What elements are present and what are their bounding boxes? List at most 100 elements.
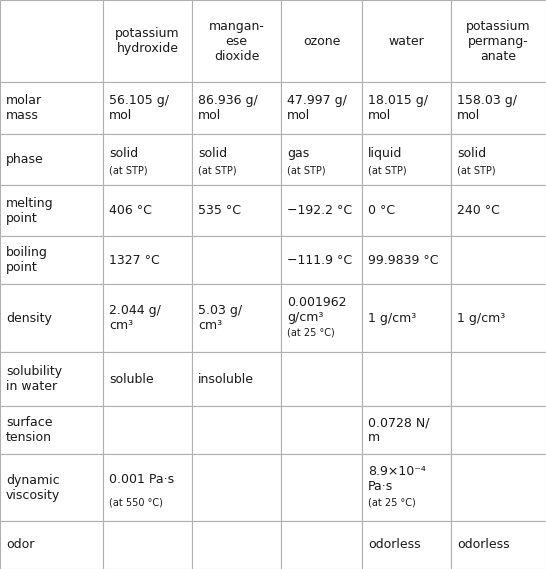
Bar xyxy=(0,406,103,454)
Bar xyxy=(362,352,451,406)
Text: 240 °C: 240 °C xyxy=(457,204,500,217)
Text: 47.997 g/
mol: 47.997 g/ mol xyxy=(287,94,347,122)
Bar xyxy=(451,82,546,134)
Text: 8.9×10⁻⁴
Pa·s: 8.9×10⁻⁴ Pa·s xyxy=(368,465,426,493)
Bar xyxy=(192,134,281,185)
Text: 535 °C: 535 °C xyxy=(198,204,241,217)
Bar xyxy=(192,284,281,352)
Text: (at STP): (at STP) xyxy=(457,166,496,176)
Text: (at 550 °C): (at 550 °C) xyxy=(109,497,163,507)
Bar xyxy=(362,284,451,352)
Text: odorless: odorless xyxy=(368,538,420,551)
Bar xyxy=(451,352,546,406)
Text: potassium
hydroxide: potassium hydroxide xyxy=(115,27,180,55)
Bar xyxy=(362,134,451,185)
Text: boiling
point: boiling point xyxy=(6,246,48,274)
Bar xyxy=(0,454,103,521)
Text: 158.03 g/
mol: 158.03 g/ mol xyxy=(457,94,517,122)
Bar xyxy=(281,134,362,185)
Text: solid: solid xyxy=(457,147,486,160)
Bar xyxy=(192,185,281,236)
Text: odor: odor xyxy=(6,538,34,551)
Bar xyxy=(103,284,192,352)
Text: (at STP): (at STP) xyxy=(198,166,236,176)
Bar xyxy=(281,454,362,521)
Bar xyxy=(362,82,451,134)
Text: liquid: liquid xyxy=(368,147,402,160)
Bar xyxy=(362,454,451,521)
Text: potassium
permang-
anate: potassium permang- anate xyxy=(466,19,531,63)
Text: mangan-
ese
dioxide: mangan- ese dioxide xyxy=(209,19,264,63)
Text: 99.9839 °C: 99.9839 °C xyxy=(368,254,438,266)
Bar xyxy=(451,521,546,569)
Bar xyxy=(0,0,103,82)
Bar xyxy=(281,0,362,82)
Bar xyxy=(103,0,192,82)
Bar xyxy=(103,134,192,185)
Text: water: water xyxy=(389,35,424,47)
Text: 18.015 g/
mol: 18.015 g/ mol xyxy=(368,94,428,122)
Text: 56.105 g/
mol: 56.105 g/ mol xyxy=(109,94,169,122)
Bar xyxy=(192,236,281,284)
Text: phase: phase xyxy=(6,153,44,166)
Text: odorless: odorless xyxy=(457,538,509,551)
Bar xyxy=(192,521,281,569)
Bar xyxy=(281,82,362,134)
Text: insoluble: insoluble xyxy=(198,373,254,386)
Bar xyxy=(103,406,192,454)
Text: solubility
in water: solubility in water xyxy=(6,365,62,393)
Text: dynamic
viscosity: dynamic viscosity xyxy=(6,473,60,501)
Bar xyxy=(281,185,362,236)
Text: (at 25 °C): (at 25 °C) xyxy=(287,328,335,338)
Bar xyxy=(192,0,281,82)
Bar xyxy=(0,236,103,284)
Text: (at STP): (at STP) xyxy=(109,166,147,176)
Bar xyxy=(103,352,192,406)
Text: 1 g/cm³: 1 g/cm³ xyxy=(368,311,416,324)
Text: density: density xyxy=(6,311,52,324)
Text: 0.001962
g/cm³: 0.001962 g/cm³ xyxy=(287,296,347,324)
Bar xyxy=(0,521,103,569)
Text: 406 °C: 406 °C xyxy=(109,204,152,217)
Text: (at STP): (at STP) xyxy=(368,166,407,176)
Text: solid: solid xyxy=(109,147,138,160)
Bar xyxy=(362,0,451,82)
Bar xyxy=(192,406,281,454)
Text: 2.044 g/
cm³: 2.044 g/ cm³ xyxy=(109,304,161,332)
Text: ozone: ozone xyxy=(303,35,340,47)
Bar xyxy=(103,185,192,236)
Bar xyxy=(281,406,362,454)
Bar xyxy=(0,82,103,134)
Bar xyxy=(0,352,103,406)
Bar xyxy=(0,284,103,352)
Bar xyxy=(103,521,192,569)
Bar xyxy=(451,185,546,236)
Text: −192.2 °C: −192.2 °C xyxy=(287,204,352,217)
Text: 86.936 g/
mol: 86.936 g/ mol xyxy=(198,94,258,122)
Text: 1327 °C: 1327 °C xyxy=(109,254,160,266)
Text: 5.03 g/
cm³: 5.03 g/ cm³ xyxy=(198,304,242,332)
Text: solid: solid xyxy=(198,147,227,160)
Text: soluble: soluble xyxy=(109,373,153,386)
Text: −111.9 °C: −111.9 °C xyxy=(287,254,352,266)
Bar xyxy=(362,406,451,454)
Text: 0.001 Pa·s: 0.001 Pa·s xyxy=(109,473,174,486)
Bar xyxy=(103,82,192,134)
Text: (at STP): (at STP) xyxy=(287,166,325,176)
Text: 0.0728 N/
m: 0.0728 N/ m xyxy=(368,416,430,444)
Bar xyxy=(281,352,362,406)
Bar xyxy=(192,454,281,521)
Bar xyxy=(362,236,451,284)
Bar xyxy=(103,236,192,284)
Bar xyxy=(281,521,362,569)
Bar xyxy=(451,0,546,82)
Bar xyxy=(281,236,362,284)
Bar xyxy=(451,134,546,185)
Text: 1 g/cm³: 1 g/cm³ xyxy=(457,311,505,324)
Bar xyxy=(451,406,546,454)
Bar xyxy=(451,284,546,352)
Bar xyxy=(192,82,281,134)
Bar xyxy=(103,454,192,521)
Text: 0 °C: 0 °C xyxy=(368,204,395,217)
Bar xyxy=(362,185,451,236)
